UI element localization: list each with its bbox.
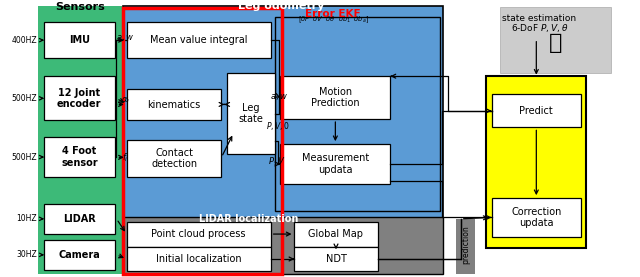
Bar [294, 247, 378, 271]
Text: Global Map: Global Map [308, 229, 364, 239]
Text: $a,w$: $a,w$ [116, 33, 134, 43]
Text: prediction: prediction [461, 225, 470, 264]
Bar [456, 219, 475, 274]
Bar [127, 222, 271, 247]
Bar [500, 7, 611, 73]
Bar [123, 6, 443, 219]
Text: $\alpha_i$: $\alpha_i$ [121, 95, 130, 106]
Text: 6-DoF $P,V,\theta$: 6-DoF $P,V,\theta$ [511, 22, 568, 34]
Bar [486, 76, 586, 248]
Text: IMU: IMU [69, 35, 90, 45]
Bar [492, 94, 581, 127]
Text: LIDAR localization: LIDAR localization [198, 214, 298, 224]
Text: Sensors: Sensors [55, 2, 105, 12]
Bar [44, 204, 115, 234]
Text: $a,w$: $a,w$ [270, 92, 288, 102]
Text: Mean value integral: Mean value integral [150, 35, 248, 45]
Text: Contact
detection: Contact detection [151, 148, 197, 169]
Text: 400HZ: 400HZ [12, 36, 37, 45]
Text: Camera: Camera [58, 250, 100, 260]
Text: $f_i$: $f_i$ [122, 151, 129, 164]
Text: 🤖: 🤖 [549, 33, 562, 53]
Bar [275, 17, 440, 211]
Bar [38, 6, 122, 274]
Bar [127, 22, 271, 58]
Bar [123, 8, 282, 274]
Text: Point cloud process: Point cloud process [152, 229, 246, 239]
Bar [227, 73, 275, 154]
Text: $P,V,0$: $P,V,0$ [266, 120, 291, 132]
Text: $[\delta P\ \ \delta V\ \ \delta\theta\ \ \delta b_1\ \ \delta b_a]$: $[\delta P\ \ \delta V\ \ \delta\theta\ … [298, 14, 369, 25]
Text: kinematics: kinematics [147, 99, 201, 110]
Text: Error EKF: Error EKF [305, 9, 360, 19]
Bar [44, 22, 115, 58]
Text: 500HZ: 500HZ [12, 94, 37, 103]
Text: Correction
updata: Correction updata [511, 207, 561, 228]
Bar [127, 140, 221, 177]
Bar [44, 137, 115, 177]
Text: 500HZ: 500HZ [12, 153, 37, 161]
Text: NDT: NDT [326, 254, 346, 264]
Bar [492, 198, 581, 237]
Bar [44, 76, 115, 120]
Text: Leg
state: Leg state [239, 103, 264, 124]
Text: Predict: Predict [520, 106, 553, 116]
Text: state estimation: state estimation [502, 14, 577, 22]
Text: 10HZ: 10HZ [17, 214, 37, 223]
Text: 30HZ: 30HZ [17, 250, 37, 259]
Bar [294, 222, 378, 247]
Bar [280, 76, 390, 119]
Text: LIDAR: LIDAR [63, 214, 96, 224]
Bar [123, 217, 443, 274]
Text: Initial localization: Initial localization [156, 254, 241, 264]
Text: Measurement
updata: Measurement updata [301, 153, 369, 175]
Bar [44, 240, 115, 270]
Bar [127, 247, 271, 271]
Text: 12 Joint
encoder: 12 Joint encoder [57, 88, 102, 109]
Text: $P,V$: $P,V$ [268, 155, 285, 167]
Text: Leg odometry: Leg odometry [239, 1, 324, 11]
Text: Motion
Prediction: Motion Prediction [311, 87, 360, 108]
Bar [280, 144, 390, 184]
Text: 4 Foot
sensor: 4 Foot sensor [61, 147, 98, 168]
Bar [127, 89, 221, 120]
